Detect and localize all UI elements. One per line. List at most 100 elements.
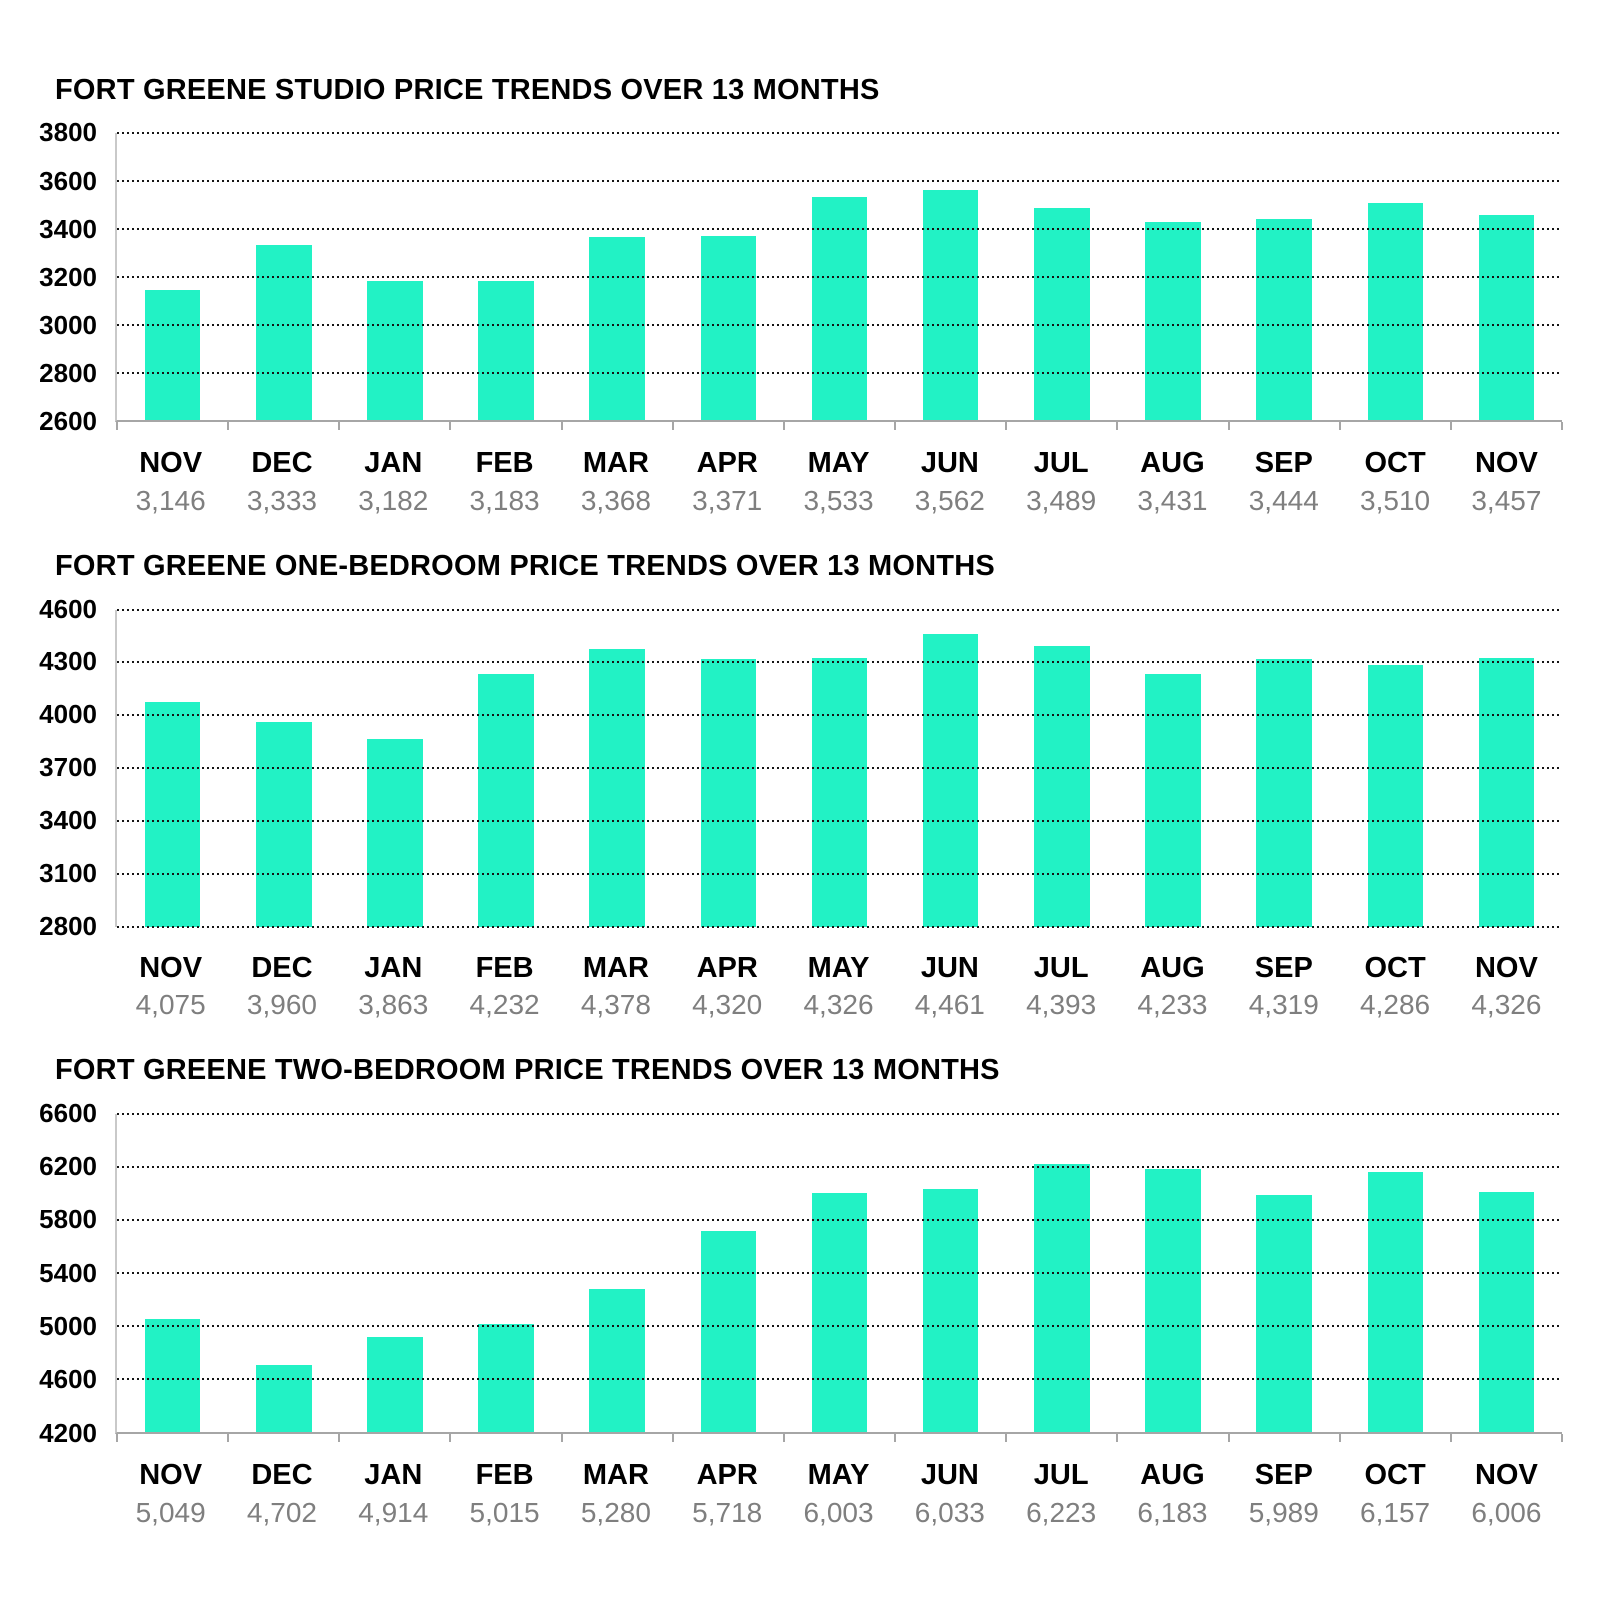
x-label-jan-2: JAN 3,863	[338, 952, 449, 1022]
x-axis-tick	[894, 422, 897, 431]
value-label: 3,489	[1026, 485, 1097, 517]
x-axis-tick	[449, 422, 452, 431]
bar-jun-7	[922, 1188, 979, 1432]
value-label: 6,006	[1471, 1496, 1542, 1528]
value-label: 4,075	[135, 989, 206, 1021]
month-label: SEP	[1254, 951, 1313, 984]
y-tick-label: 2800	[39, 910, 97, 941]
month-label: APR	[696, 447, 758, 480]
x-axis-tick	[1449, 422, 1452, 431]
value-label: 5,718	[692, 1496, 763, 1528]
bar-aug-9	[1145, 221, 1201, 421]
gridline	[117, 1218, 1562, 1221]
gridline	[117, 1377, 1562, 1380]
one-bedroom-price-chart: FORT GREENE ONE-BEDROOM PRICE TRENDS OVE…	[38, 551, 1562, 1021]
bar-slot	[1117, 610, 1228, 927]
y-tick-label: 6600	[39, 1097, 97, 1128]
value-label: 3,533	[803, 485, 874, 517]
bar-slot	[562, 133, 673, 421]
x-axis-tick	[1005, 1433, 1008, 1442]
value-label: 4,393	[1026, 989, 1097, 1021]
bar-slot	[1117, 133, 1228, 421]
bar-slot	[673, 610, 784, 927]
month-label: MAR	[582, 447, 649, 480]
x-axis-tick	[1561, 422, 1563, 431]
bars-row	[117, 133, 1562, 421]
bar-slot	[673, 133, 784, 421]
month-label: APR	[696, 1458, 758, 1491]
month-label: JUN	[920, 447, 979, 480]
plot-area	[115, 608, 1562, 928]
value-label: 3,444	[1248, 485, 1319, 517]
bar-slot	[1006, 133, 1117, 421]
plot-area	[115, 1112, 1563, 1442]
x-axis-tick	[894, 1433, 897, 1442]
gridline	[117, 714, 1562, 717]
y-tick-label: 5800	[39, 1204, 97, 1235]
x-label-nov-0: NOV 5,049	[115, 1459, 226, 1529]
x-label-nov-12: NOV 3,457	[1451, 448, 1562, 517]
y-tick-label: 2600	[39, 406, 97, 437]
gridline	[117, 180, 1562, 183]
value-label: 3,183	[469, 485, 540, 517]
y-axis-labels: 4600 4300 4000 3700 3400 3100 2800	[38, 593, 115, 940]
value-label: 4,914	[358, 1496, 429, 1528]
bar-slot	[117, 1114, 228, 1432]
x-label-jul-8: JUL 4,393	[1006, 952, 1117, 1022]
x-label-nov-12: NOV 4,326	[1451, 952, 1562, 1022]
y-tick-label: 4600	[39, 1364, 97, 1395]
gridline	[117, 1271, 1562, 1274]
x-label-mar-4: MAR 5,280	[560, 1458, 671, 1529]
bar-nov-0	[144, 1319, 201, 1432]
x-label-oct-11: OCT 4,286	[1339, 952, 1450, 1022]
gridline	[117, 1324, 1562, 1327]
y-tick-label: 6200	[39, 1150, 97, 1181]
month-label: DEC	[251, 1458, 313, 1491]
month-label: MAR	[582, 1458, 649, 1491]
bar-mar-4	[589, 648, 645, 927]
value-label: 6,033	[914, 1496, 985, 1528]
month-label: MAY	[807, 1458, 870, 1491]
value-label: 6,183	[1137, 1496, 1208, 1528]
plot-row: 4600 4300 4000 3700 3400 3100 2800	[38, 593, 1562, 940]
bar-slot	[895, 610, 1006, 927]
x-axis-tick	[116, 1433, 118, 1442]
x-axis-tick	[671, 1433, 674, 1442]
bar-nov-0	[144, 289, 201, 421]
month-label: MAY	[807, 951, 870, 984]
bar-apr-5	[700, 658, 757, 927]
bar-aug-9	[1145, 674, 1201, 927]
bar-slot	[1006, 1114, 1117, 1432]
y-tick-label: 3400	[39, 213, 97, 244]
x-label-mar-4: MAR 4,378	[560, 952, 671, 1022]
y-tick-label: 3000	[39, 309, 97, 340]
x-label-apr-5: APR 3,371	[672, 448, 783, 517]
bar-nov-0	[144, 702, 201, 927]
bar-jan-2	[367, 1337, 423, 1432]
x-label-jul-8: JUL 6,223	[1006, 1459, 1117, 1529]
x-label-jun-7: JUN 6,033	[894, 1459, 1005, 1529]
x-label-may-6: MAY 6,003	[783, 1458, 894, 1529]
bar-mar-4	[589, 236, 645, 421]
x-label-sep-10: SEP 4,319	[1228, 951, 1339, 1022]
y-axis-labels: 3800 3600 3400 3200 3000 2800 2600	[38, 117, 115, 436]
x-label-jul-8: JUL 3,489	[1006, 448, 1117, 517]
bar-slot	[339, 133, 450, 421]
y-tick-label: 3100	[39, 857, 97, 888]
x-axis-labels: NOV 3,146 DEC 3,333 JAN 3,182 FEB 3,183 MAR 3,368…	[115, 448, 1562, 517]
bar-jul-8	[1034, 207, 1090, 421]
bar-oct-11	[1367, 1172, 1424, 1432]
month-label: NOV	[139, 951, 203, 984]
bar-slot	[1340, 1114, 1451, 1432]
y-tick-label: 4200	[39, 1417, 97, 1448]
value-label: 4,232	[469, 989, 540, 1021]
bar-oct-11	[1367, 664, 1424, 927]
y-tick-label: 2800	[39, 358, 97, 389]
x-axis-tick	[227, 1433, 230, 1442]
value-label: 5,049	[135, 1496, 206, 1528]
x-label-nov-0: NOV 3,146	[115, 448, 226, 517]
studio-price-chart: FORT GREENE STUDIO PRICE TRENDS OVER 13 …	[38, 75, 1563, 517]
bar-slot	[1229, 1114, 1340, 1432]
bar-oct-11	[1367, 202, 1424, 421]
bar-mar-4	[589, 1288, 645, 1432]
